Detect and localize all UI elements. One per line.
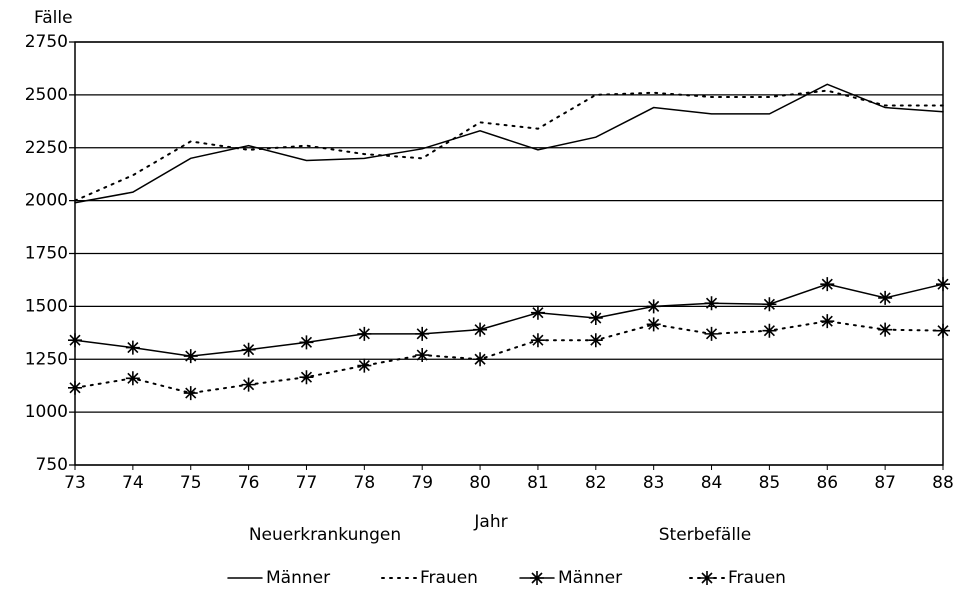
marker: [878, 322, 893, 337]
marker: [357, 326, 372, 341]
marker: [820, 314, 835, 329]
marker: [878, 290, 893, 305]
marker: [68, 333, 82, 348]
marker: [530, 571, 544, 585]
y-tick-label: 750: [36, 455, 68, 475]
marker: [646, 299, 661, 314]
series-line: [74, 320, 944, 395]
x-tick-label: 77: [296, 473, 318, 493]
y-tick-label: 2750: [25, 32, 68, 52]
marker: [530, 333, 545, 348]
marker: [704, 296, 719, 311]
marker: [588, 333, 603, 348]
x-tick-label: 82: [585, 473, 607, 493]
marker: [68, 380, 82, 395]
y-tick-label: 2500: [25, 85, 68, 105]
marker: [936, 323, 950, 338]
x-tick-label: 83: [643, 473, 665, 493]
marker: [936, 277, 950, 292]
marker: [415, 348, 430, 363]
x-tick-label: 88: [932, 473, 954, 493]
series-line: [74, 283, 944, 357]
x-tick-label: 73: [64, 473, 86, 493]
x-tick-label: 78: [354, 473, 376, 493]
marker: [473, 352, 488, 367]
marker: [415, 326, 430, 341]
series-line: [74, 89, 944, 202]
marker: [183, 386, 198, 401]
series-line: [74, 83, 944, 204]
legend-label: Frauen: [420, 568, 478, 588]
marker: [241, 377, 256, 392]
marker: [762, 297, 777, 312]
marker: [125, 371, 140, 386]
y-tick-label: 2000: [25, 191, 68, 211]
marker: [820, 277, 835, 292]
y-tick-label: 1000: [25, 402, 68, 422]
marker: [762, 323, 777, 338]
legend-group-label: Neuerkrankungen: [249, 525, 401, 545]
marker: [357, 358, 372, 373]
marker: [530, 305, 545, 320]
legend-label: Männer: [266, 568, 330, 588]
x-tick-label: 74: [122, 473, 144, 493]
x-tick-label: 85: [759, 473, 781, 493]
marker: [473, 322, 488, 337]
marker: [646, 317, 661, 332]
legend-group-label: Sterbefälle: [659, 525, 751, 545]
marker: [183, 349, 198, 364]
y-axis-label: Fälle: [34, 8, 73, 28]
marker: [241, 342, 256, 357]
x-tick-label: 76: [238, 473, 260, 493]
x-tick-label: 79: [411, 473, 433, 493]
x-tick-label: 84: [701, 473, 723, 493]
y-tick-label: 2250: [25, 138, 68, 158]
marker: [588, 311, 603, 326]
y-tick-label: 1750: [25, 244, 68, 264]
x-tick-label: 86: [816, 473, 838, 493]
x-tick-label: 87: [874, 473, 896, 493]
y-tick-label: 1250: [25, 349, 68, 369]
x-tick-label: 81: [527, 473, 549, 493]
y-tick-label: 1500: [25, 296, 68, 316]
marker: [704, 326, 719, 341]
x-axis-label: Jahr: [473, 512, 507, 532]
legend-label: Männer: [558, 568, 622, 588]
marker: [700, 571, 714, 585]
x-tick-label: 80: [469, 473, 491, 493]
marker: [299, 335, 314, 350]
marker: [299, 370, 314, 385]
legend-label: Frauen: [728, 568, 786, 588]
x-tick-label: 75: [180, 473, 202, 493]
marker: [125, 340, 140, 355]
